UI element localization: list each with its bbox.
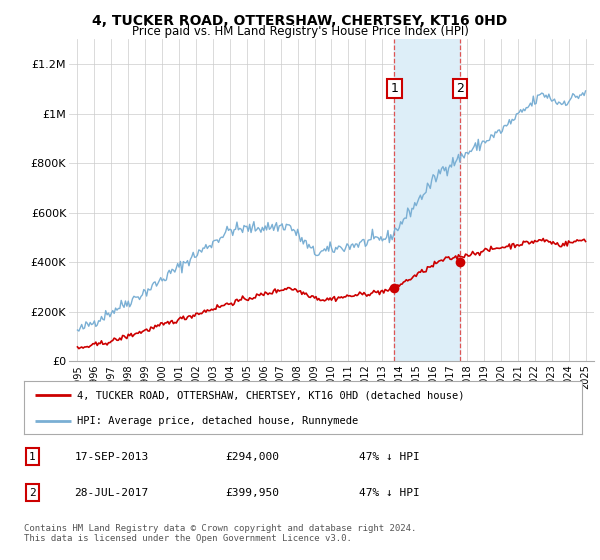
Text: 17-SEP-2013: 17-SEP-2013 bbox=[74, 451, 148, 461]
Text: HPI: Average price, detached house, Runnymede: HPI: Average price, detached house, Runn… bbox=[77, 416, 358, 426]
Text: 4, TUCKER ROAD, OTTERSHAW, CHERTSEY, KT16 0HD: 4, TUCKER ROAD, OTTERSHAW, CHERTSEY, KT1… bbox=[92, 14, 508, 28]
Text: £399,950: £399,950 bbox=[225, 488, 279, 498]
Text: 2: 2 bbox=[456, 82, 464, 95]
Bar bbox=[394, 39, 460, 361]
Text: 2: 2 bbox=[29, 488, 36, 498]
Text: 1: 1 bbox=[391, 82, 398, 95]
Text: £294,000: £294,000 bbox=[225, 451, 279, 461]
Text: 4, TUCKER ROAD, OTTERSHAW, CHERTSEY, KT16 0HD (detached house): 4, TUCKER ROAD, OTTERSHAW, CHERTSEY, KT1… bbox=[77, 390, 464, 400]
Text: 1: 1 bbox=[29, 451, 36, 461]
Text: 28-JUL-2017: 28-JUL-2017 bbox=[74, 488, 148, 498]
Text: 47% ↓ HPI: 47% ↓ HPI bbox=[359, 488, 419, 498]
Text: 47% ↓ HPI: 47% ↓ HPI bbox=[359, 451, 419, 461]
Text: Contains HM Land Registry data © Crown copyright and database right 2024.
This d: Contains HM Land Registry data © Crown c… bbox=[24, 524, 416, 543]
Text: Price paid vs. HM Land Registry's House Price Index (HPI): Price paid vs. HM Land Registry's House … bbox=[131, 25, 469, 38]
